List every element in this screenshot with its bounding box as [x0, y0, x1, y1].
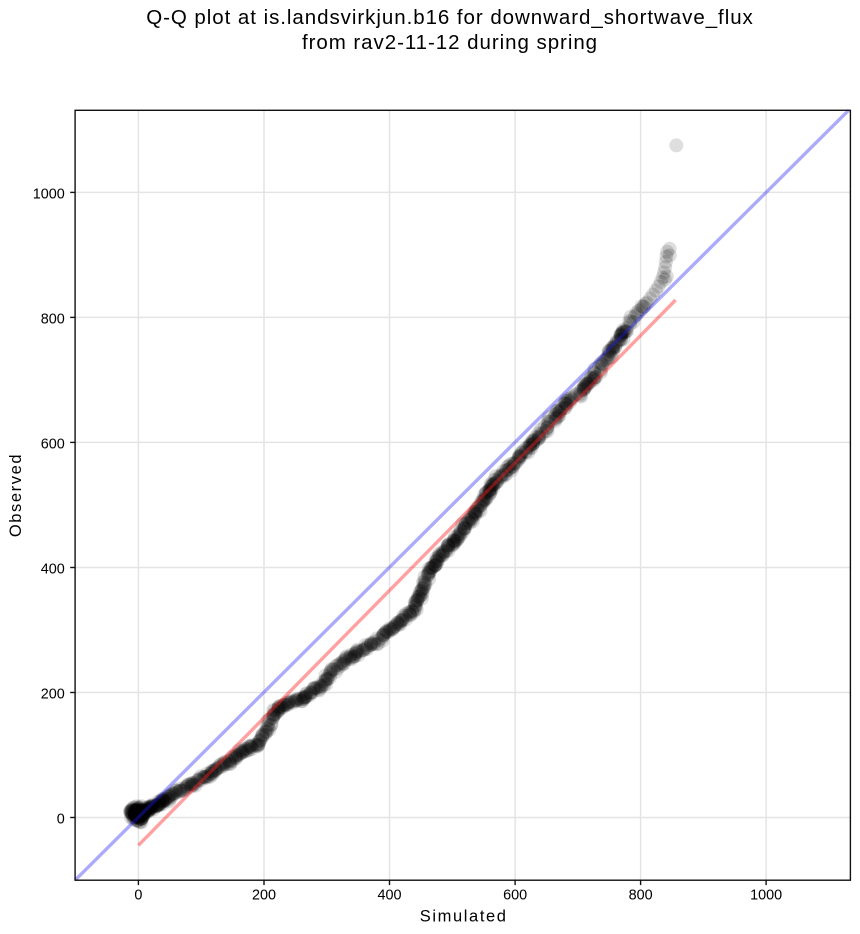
svg-text:600: 600: [41, 437, 65, 453]
svg-text:0: 0: [57, 812, 65, 828]
svg-text:Q-Q plot at is.landsvirkjun.b1: Q-Q plot at is.landsvirkjun.b16 for down…: [146, 6, 754, 29]
svg-text:0: 0: [134, 888, 142, 904]
svg-text:Simulated: Simulated: [420, 907, 508, 925]
svg-text:from rav2-11-12 during spring: from rav2-11-12 during spring: [302, 31, 598, 54]
svg-text:1000: 1000: [33, 187, 65, 203]
svg-text:600: 600: [503, 888, 527, 904]
svg-text:200: 200: [41, 687, 65, 703]
svg-text:1000: 1000: [750, 888, 782, 904]
svg-text:400: 400: [377, 888, 401, 904]
svg-text:800: 800: [41, 312, 65, 328]
svg-text:Observed: Observed: [7, 453, 25, 537]
svg-text:200: 200: [252, 888, 276, 904]
svg-text:800: 800: [629, 888, 653, 904]
svg-text:400: 400: [41, 562, 65, 578]
